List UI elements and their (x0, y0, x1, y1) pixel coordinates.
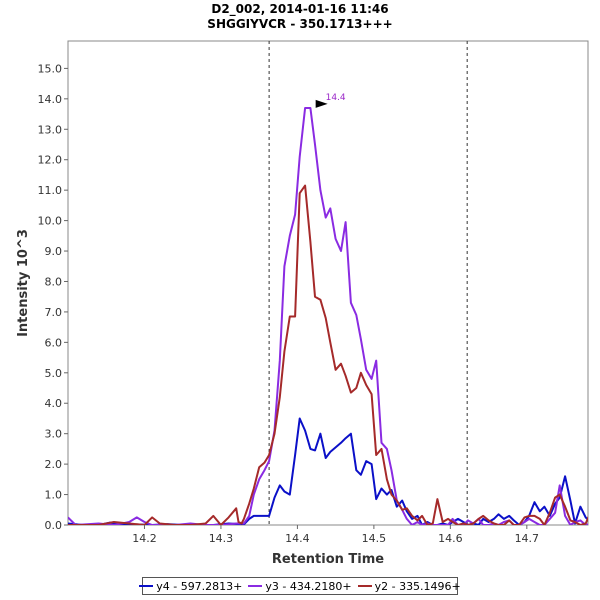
y-tick-label: 10.0 (38, 215, 63, 228)
y-tick-label: 2.0 (45, 458, 63, 471)
y-tick-label: 13.0 (38, 123, 63, 136)
legend-item-y2: y2 - 335.1496+ (357, 579, 461, 593)
y-tick-label: 4.0 (45, 397, 63, 410)
chart-title-line2: SHGGIYVCR - 350.1713+++ (207, 17, 393, 31)
legend-item-y3: y3 - 434.2180+ (248, 579, 352, 593)
x-tick-label: 14.6 (438, 532, 463, 545)
y-tick-label: 9.0 (45, 245, 63, 258)
y-tick-label: 8.0 (45, 275, 63, 288)
series-line-y3 (68, 107, 588, 525)
plot-area (67, 40, 589, 526)
chart-title-line1: D2_002, 2014-01-16 11:46 (211, 2, 389, 16)
y-tick-label: 14.0 (38, 93, 63, 106)
legend-swatch-y3 (248, 585, 263, 587)
legend-label-y4: y4 - 597.2813+ (156, 579, 243, 593)
y-tick-label: 7.0 (45, 306, 63, 319)
y-tick-label: 6.0 (45, 336, 63, 349)
legend-label-y3: y3 - 434.2180+ (265, 579, 352, 593)
x-axis-label: Retention Time (272, 552, 384, 567)
x-tick-label: 14.7 (515, 532, 540, 545)
legend-swatch-y2 (357, 585, 372, 587)
y-tick-label: 3.0 (45, 428, 63, 441)
legend-item-y4: y4 - 597.2813+ (139, 580, 242, 593)
y-axis-label: Intensity 10^3 (16, 229, 31, 337)
legend-swatch-y4 (139, 585, 154, 587)
y-tick-label: 12.0 (38, 154, 63, 167)
y-tick-label: 15.0 (38, 62, 63, 75)
x-tick-label: 14.2 (132, 532, 157, 545)
peak-label: 14.4 (326, 93, 346, 103)
x-tick-label: 14.5 (362, 532, 387, 545)
y-tick-label: 1.0 (45, 489, 63, 502)
series-line-y2 (68, 184, 588, 525)
y-tick-label: 5.0 (45, 367, 63, 380)
x-tick-label: 14.3 (209, 532, 234, 545)
chart-legend: y4 - 597.2813+ y3 - 434.2180+ y2 - 335.1… (139, 577, 461, 595)
x-tick-label: 14.4 (285, 532, 310, 545)
y-tick-label: 11.0 (38, 184, 63, 197)
series-line-y4 (68, 417, 588, 525)
legend-label-y2: y2 - 335.1496+ (374, 579, 461, 593)
y-tick-label: 0.0 (45, 519, 63, 532)
peak-marker-icon (315, 99, 328, 108)
